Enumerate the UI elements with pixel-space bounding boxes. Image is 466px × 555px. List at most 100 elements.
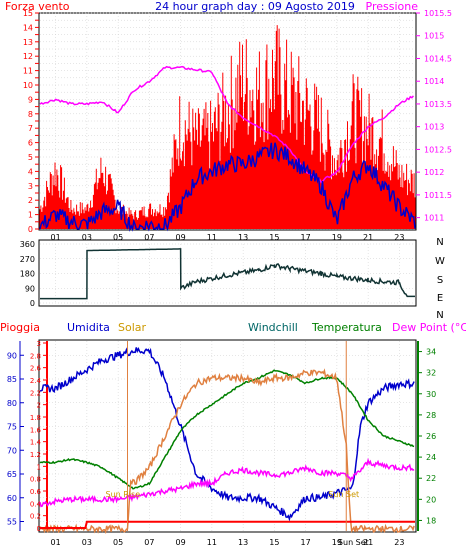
x-tick-label: 11 [207, 538, 217, 547]
humidity-tick-label: 65 [7, 470, 17, 479]
chart-title: 24 hour graph day : 09 Agosto 2019 [155, 0, 355, 13]
humidity-tick-label: 70 [7, 446, 17, 455]
rain-tick-label: 2.8 [30, 352, 41, 360]
wind-tick-label: 9 [28, 95, 33, 104]
wind-tick-label: 8 [28, 110, 33, 119]
temperature-axis-ticks: 18 20 22 24 26 28 30 32 34 [418, 348, 436, 525]
pressure-tick-label: 1011.5 [424, 191, 452, 200]
rain-tick-label: 2 [37, 402, 41, 410]
pressure-axis-ticks: 1011 1011.5 1012 1012.5 1013 1013.5 1014 1014.5… [416, 9, 452, 223]
humidity-axis-ticks: 55 60 65 70 75 80 85 90 [7, 351, 24, 527]
temp-tick-label: 24 [426, 453, 436, 462]
x-tick-label: 03 [82, 233, 92, 242]
x-tick-label: 11 [207, 233, 217, 242]
x-tick-label: 23 [394, 233, 404, 242]
rain-tick-label: 1 [37, 463, 41, 471]
compass-label: E [437, 293, 443, 304]
rain-tick-label: 2.2 [30, 389, 41, 397]
humidity-tick-label: 75 [7, 423, 17, 432]
wind-tick-label: 10 [23, 81, 33, 90]
rain-tick-label: 0.4 [30, 500, 42, 508]
rain-tick-label: 1.4 [30, 439, 42, 447]
compass-label: S [437, 275, 443, 286]
wind-tick-label: 3 [28, 182, 33, 191]
wind-tick-label: 7 [28, 124, 33, 133]
x-tick-label: Sun Set [338, 538, 369, 547]
series-solar [39, 368, 415, 535]
rain-tick-label: 0.8 [30, 476, 41, 484]
wind-tick-label: 15 [23, 9, 33, 18]
x-tick-label: 23 [394, 538, 404, 547]
temp-tick-label: 20 [426, 495, 436, 504]
x-tick-label: 17 [301, 538, 311, 547]
dir-tick-label: 0 [30, 299, 35, 308]
wind-pressure-chart: Forza vento 24 hour graph day : 09 Agost… [5, 0, 452, 242]
wind-tick-label: 2 [28, 196, 33, 205]
humidity-tick-label: 90 [7, 351, 17, 360]
x-tick-label: 01 [51, 233, 61, 242]
temp-tick-label: 32 [426, 369, 436, 378]
dir-tick-label: 180 [20, 270, 35, 279]
wind-tick-label: 1 [28, 211, 33, 220]
pressure-tick-label: 1014 [424, 77, 444, 86]
legend-item: Pioggia [0, 321, 40, 334]
top-x-axis-ticks: 01 03 05 07 09 11 13 15 17 19 21 23 [51, 233, 405, 242]
wind-tick-label: 5 [28, 153, 33, 162]
rain-tick-label: 2.6 [30, 365, 42, 373]
legend-item: Windchill [248, 321, 298, 334]
temp-tick-label: 34 [426, 348, 436, 357]
series-dew-point-c [39, 457, 415, 508]
x-tick-label: 21 [363, 538, 373, 547]
rain-tick-label: 0.6 [30, 488, 42, 496]
humidity-tick-label: 60 [7, 494, 17, 503]
x-tick-label: 07 [144, 538, 154, 547]
humidity-tick-label: 85 [7, 375, 17, 384]
bottom-series-layer [39, 347, 415, 535]
pressure-tick-label: 1015.5 [424, 9, 452, 18]
compass-label: W [435, 256, 445, 267]
rain-tick-label: 1.8 [30, 414, 41, 422]
wind-tick-label: 13 [23, 38, 33, 47]
temp-tick-label: 28 [426, 411, 436, 420]
rain-tick-label: 1.2 [30, 451, 41, 459]
dir-series-layer [40, 248, 415, 300]
pressure-tick-label: 1015 [424, 32, 444, 41]
humidity-tick-label: 80 [7, 399, 17, 408]
legend-item: Umidita [67, 321, 110, 334]
compass-label: N [436, 237, 443, 248]
dir-axis-ticks: 0 90 180 270 360 [20, 240, 35, 308]
x-tick-label: 03 [82, 538, 92, 547]
pressure-tick-label: 1012 [424, 168, 444, 177]
x-tick-label: 17 [301, 233, 311, 242]
rain-tick-label: 0.2 [30, 513, 41, 521]
wind-tick-label: 14 [23, 23, 33, 32]
x-tick-label: 05 [113, 233, 123, 242]
series-pioggia [40, 520, 415, 529]
top-series-layer [39, 25, 416, 232]
wind-tick-label: 12 [23, 52, 33, 61]
dir-tick-label: 90 [25, 284, 35, 293]
legend: Pioggia Umidita Solar Windchill Temperatura D… [0, 321, 466, 334]
x-tick-label: 01 [51, 538, 61, 547]
wind-tick-label: 6 [28, 139, 33, 148]
pressure-tick-label: 1013 [424, 123, 444, 132]
compass-label: N [436, 310, 443, 321]
rain-tick-label: 1.6 [30, 426, 42, 434]
series-umidita [39, 347, 415, 522]
temp-tick-label: 30 [426, 390, 436, 399]
dir-tick-label: 270 [20, 255, 35, 264]
x-tick-label: 13 [238, 538, 248, 547]
sunrise-label: Sun Rise [106, 490, 141, 499]
weather-conditions-chart: Pioggia Umidita Solar Windchill Temperatura D… [0, 321, 466, 547]
legend-item: Temperatura [311, 321, 382, 334]
x-tick-label: 09 [176, 538, 186, 547]
legend-item: Dew Point (°C) [392, 321, 466, 334]
pressure-tick-label: 1012.5 [424, 145, 452, 154]
temp-tick-label: 18 [426, 516, 436, 525]
right-axis-title: Pressione [366, 0, 419, 13]
